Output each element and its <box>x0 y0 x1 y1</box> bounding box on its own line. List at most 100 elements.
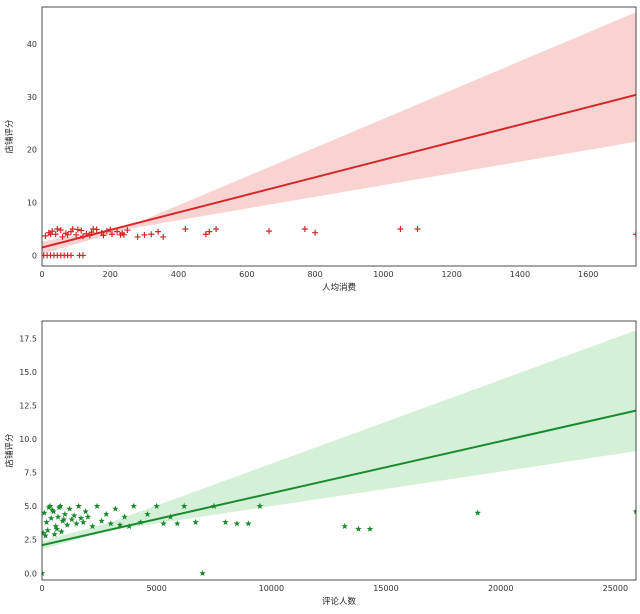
data-point <box>89 522 96 530</box>
data-point <box>42 569 46 577</box>
data-point <box>341 522 348 530</box>
regression-line <box>42 409 636 547</box>
data-point <box>100 232 107 239</box>
x-axis-label: 人均消费 <box>322 282 357 293</box>
y-axis-label: 店铺评分 <box>4 119 15 154</box>
data-point <box>82 508 89 515</box>
data-point <box>90 226 97 232</box>
data-point <box>78 227 85 234</box>
data-point <box>116 521 124 528</box>
y-tick-label: 0 <box>32 251 37 260</box>
data-point <box>52 522 59 530</box>
data-point <box>266 228 273 235</box>
x-tick-label: 0 <box>39 584 44 593</box>
x-tick-label: 20000 <box>488 584 513 593</box>
x-tick-label: 1600 <box>578 270 598 279</box>
y-tick-label: 40 <box>27 40 37 49</box>
regression-line <box>42 93 636 249</box>
y-tick-label: 17.5 <box>19 334 37 343</box>
data-point <box>160 233 167 240</box>
data-point <box>213 226 220 232</box>
data-point <box>59 233 66 240</box>
x-tick-label: 400 <box>171 270 186 279</box>
plot-frame <box>41 6 637 267</box>
data-point <box>84 513 92 520</box>
data-point <box>366 525 374 532</box>
data-point <box>148 231 155 238</box>
y-tick-label: 7.5 <box>24 469 37 478</box>
data-point <box>46 502 54 509</box>
data-point <box>474 509 481 516</box>
data-point <box>68 516 76 523</box>
plot-frame <box>41 320 637 581</box>
y-tick-label: 30 <box>27 93 37 102</box>
data-point <box>124 227 131 234</box>
data-point <box>69 226 76 232</box>
data-point <box>68 252 75 259</box>
data-point <box>632 508 636 515</box>
y-axis-label: 店铺评分 <box>4 433 15 468</box>
data-point <box>42 509 48 516</box>
data-point <box>130 502 137 509</box>
data-point <box>49 506 56 513</box>
data-point <box>58 528 65 535</box>
data-point <box>180 502 188 509</box>
data-point <box>233 520 241 527</box>
data-point <box>93 502 101 509</box>
x-tick-label: 200 <box>103 270 118 279</box>
data-point <box>98 517 105 524</box>
data-point <box>134 233 141 240</box>
data-point <box>60 516 68 523</box>
data-point <box>102 510 110 517</box>
data-point <box>42 232 49 239</box>
data-point <box>43 518 50 526</box>
data-point <box>182 226 189 232</box>
y-tick-label: 2.5 <box>24 536 37 545</box>
data-point <box>54 513 62 520</box>
data-point <box>256 502 264 509</box>
x-tick-label: 25000 <box>603 584 628 593</box>
data-point <box>112 505 119 512</box>
data-point <box>222 518 229 526</box>
data-point <box>54 226 61 232</box>
data-point <box>174 520 181 527</box>
data-point <box>55 504 63 511</box>
data-point <box>49 228 56 235</box>
data-point <box>155 228 162 235</box>
confidence-band <box>42 330 636 550</box>
data-point <box>355 525 362 532</box>
data-point <box>414 226 421 232</box>
data-point <box>79 252 86 259</box>
x-tick-label: 800 <box>307 270 322 279</box>
data-point <box>397 226 404 232</box>
data-point <box>57 502 64 509</box>
data-point <box>633 231 636 238</box>
data-point <box>107 520 115 527</box>
data-point <box>47 231 54 238</box>
chart-review-count: 0 5000 10000 15000 20000 25000 0.0 2.5 5.0 7.5 10.… <box>4 320 637 607</box>
data-point <box>108 231 115 238</box>
y-tick-label: 10 <box>27 199 37 208</box>
data-point <box>199 569 206 577</box>
x-tick-label: 600 <box>239 270 254 279</box>
data-point <box>63 521 71 528</box>
data-point <box>42 532 49 539</box>
data-point <box>120 231 127 238</box>
y-tick-label: 12.5 <box>19 402 37 411</box>
data-point <box>73 231 80 238</box>
data-point <box>61 510 69 517</box>
data-point <box>141 231 148 238</box>
data-point <box>47 514 55 522</box>
data-point <box>192 518 199 526</box>
data-point <box>70 512 78 519</box>
data-point <box>144 510 151 517</box>
data-point <box>51 530 58 538</box>
data-point <box>301 226 308 232</box>
y-tick-label: 0.0 <box>24 569 37 578</box>
data-point <box>53 525 61 532</box>
x-tick-label: 10000 <box>259 584 284 593</box>
data-point <box>57 227 64 234</box>
data-point <box>206 228 213 235</box>
x-tick-label: 1400 <box>510 270 530 279</box>
